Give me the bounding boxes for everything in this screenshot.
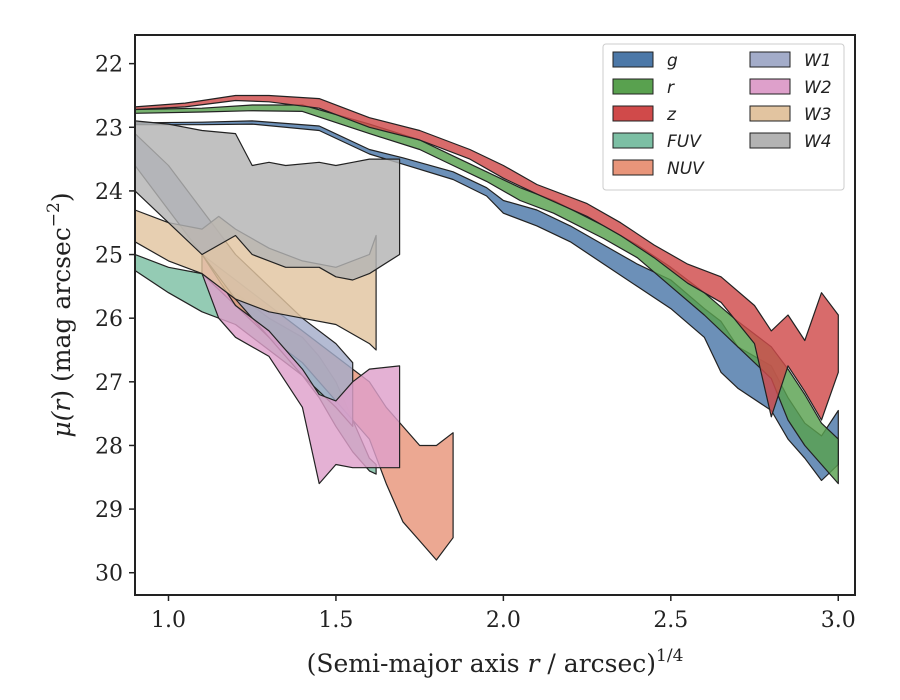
legend-label-w4: W4: [804, 132, 832, 152]
plot-frame: [134, 34, 856, 596]
band-layer: [135, 94, 839, 561]
y-tick-label: 27: [95, 371, 123, 396]
y-tick-label: 28: [95, 434, 123, 459]
y-axis-title-close: ): [47, 192, 76, 202]
legend-swatch-fuv: [612, 132, 654, 149]
x-axis-title-prefix: (Semi-major axis: [307, 649, 528, 678]
y-tick-label: 30: [95, 562, 123, 587]
legend-swatch-z: [612, 105, 654, 122]
y-axis-title-mu: μ(: [47, 410, 76, 437]
x-axis: 1.0 1.5 2.0 2.5 3.0: [151, 595, 856, 633]
x-axis-title-suffix: / arcsec): [539, 649, 656, 678]
legend-label-r: r: [667, 78, 675, 98]
legend-label-w2: W2: [804, 78, 832, 98]
x-axis-title: (Semi-major axis r / arcsec)1/4: [307, 646, 684, 678]
band-z: [135, 94, 839, 421]
y-tick-label: 25: [95, 244, 123, 269]
band-w4: [135, 120, 401, 281]
y-axis-title-var: r: [47, 398, 76, 412]
y-tick-label: 22: [95, 53, 123, 78]
y-axis-title: μ(r) (mag arcsec−2): [44, 192, 76, 437]
legend-label-nuv: NUV: [667, 159, 705, 179]
band-w2: [201, 253, 401, 485]
legend-swatch-w1: [749, 51, 791, 68]
y-tick-label: 24: [95, 180, 123, 205]
legend-label-fuv: FUV: [667, 132, 702, 152]
x-axis-title-var: r: [528, 649, 542, 678]
band-r: [135, 104, 839, 485]
x-tick-label: 2.0: [486, 608, 521, 633]
legend: grz FUV NUV W1 W2 W3 W4: [602, 43, 845, 191]
y-axis-title-rest: ) (mag arcsec: [47, 227, 76, 400]
x-tick-label: 1.0: [151, 608, 186, 633]
legend-swatch-w4: [749, 132, 791, 149]
x-tick-label: 3.0: [821, 608, 856, 633]
y-tick-label: 26: [95, 307, 123, 332]
y-axis: 22 23 24 25 26 27 28 29 30: [95, 53, 135, 587]
x-tick-label: 2.5: [653, 608, 688, 633]
legend-swatch-w2: [749, 78, 791, 95]
legend-label-w3: W3: [804, 105, 832, 125]
legend-swatch-w3: [749, 105, 791, 122]
legend-label-z: z: [666, 105, 677, 125]
y-tick-label: 23: [95, 116, 123, 141]
x-axis-title-exponent: 1/4: [656, 646, 683, 666]
legend-swatch-r: [612, 78, 654, 95]
y-tick-label: 29: [95, 498, 123, 523]
legend-label-w1: W1: [804, 51, 832, 71]
legend-label-g: g: [667, 51, 678, 71]
legend-swatch-nuv: [612, 159, 654, 176]
legend-swatch-g: [612, 51, 654, 68]
y-axis-title-exponent: −2: [44, 202, 64, 227]
x-tick-label: 1.5: [318, 608, 353, 633]
